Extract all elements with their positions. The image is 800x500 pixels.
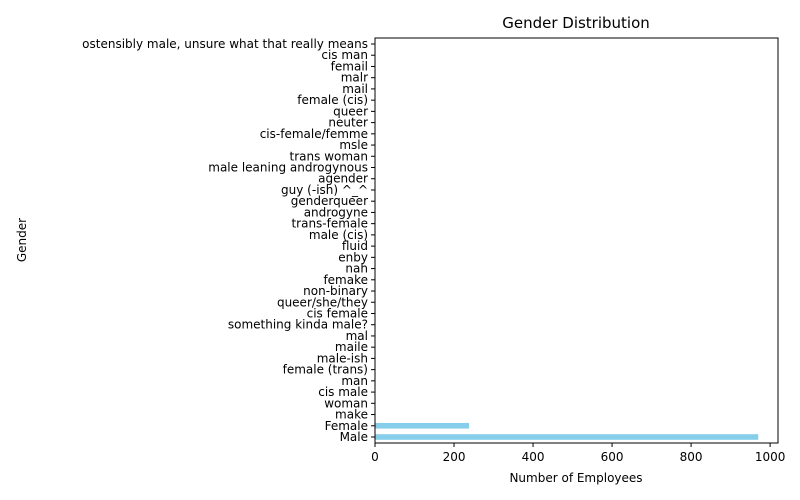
y-tick-label: cis male — [318, 385, 368, 399]
x-axis-label: Number of Employees — [509, 471, 642, 485]
y-tick-label: msle — [339, 138, 368, 152]
y-tick-label: non-binary — [303, 284, 368, 298]
y-tick-label: male leaning androgynous — [208, 161, 368, 175]
y-tick-label: neuter — [328, 116, 368, 130]
y-tick-label: queer/she/they — [277, 295, 368, 309]
y-tick-label: woman — [324, 396, 368, 410]
y-tick-label: female (cis) — [297, 93, 368, 107]
y-tick-label: Female — [325, 419, 368, 433]
y-tick-label: female (trans) — [283, 363, 368, 377]
y-tick-label: man — [341, 374, 368, 388]
x-tick-label: 1000 — [755, 450, 786, 464]
y-tick-label: cis-female/femme — [260, 127, 368, 141]
bar-0 — [375, 434, 759, 440]
y-axis-label: Gender — [15, 218, 29, 262]
y-tick-label: queer — [333, 104, 368, 118]
y-tick-label: agender — [318, 172, 368, 186]
x-tick-label: 400 — [522, 450, 545, 464]
y-tick-label: maile — [335, 340, 368, 354]
y-tick-label: enby — [338, 250, 368, 264]
y-tick-label: mail — [342, 82, 368, 96]
y-tick-label: ostensibly male, unsure what that really… — [82, 37, 368, 51]
plot-frame — [374, 37, 779, 444]
y-tick-label: femake — [323, 273, 368, 287]
y-tick-label: femail — [331, 59, 368, 73]
y-tick-label: male (cis) — [309, 228, 368, 242]
y-tick-label: cis man — [321, 48, 368, 62]
y-tick-label: trans woman — [290, 149, 368, 163]
y-tick-label: malr — [341, 71, 368, 85]
bar-1 — [375, 422, 470, 429]
x-tick-label: 0 — [371, 450, 379, 464]
x-tick-label: 800 — [680, 450, 703, 464]
bars-group — [375, 41, 759, 440]
y-tick-label: genderqueer — [291, 194, 368, 208]
y-tick-label: trans-female — [291, 217, 368, 231]
chart-title: Gender Distribution — [502, 14, 650, 32]
y-tick-label: guy (-ish) ^_^ — [281, 183, 368, 197]
y-tick-label: nah — [345, 262, 368, 276]
y-tick-label: male-ish — [317, 351, 368, 365]
x-ticks-group: 0 200 400 600 800 1000 — [371, 443, 785, 464]
y-tick-label: Male — [340, 430, 368, 444]
y-tick-label: make — [335, 408, 368, 422]
y-tick-label: something kinda male? — [228, 318, 368, 332]
x-tick-label: 600 — [601, 450, 624, 464]
y-tick-label: mal — [346, 329, 368, 343]
y-tick-label: cis female — [307, 306, 368, 320]
x-tick-label: 200 — [443, 450, 466, 464]
y-tick-label: androgyne — [304, 205, 368, 219]
y-tick-label: fluid — [342, 239, 368, 253]
